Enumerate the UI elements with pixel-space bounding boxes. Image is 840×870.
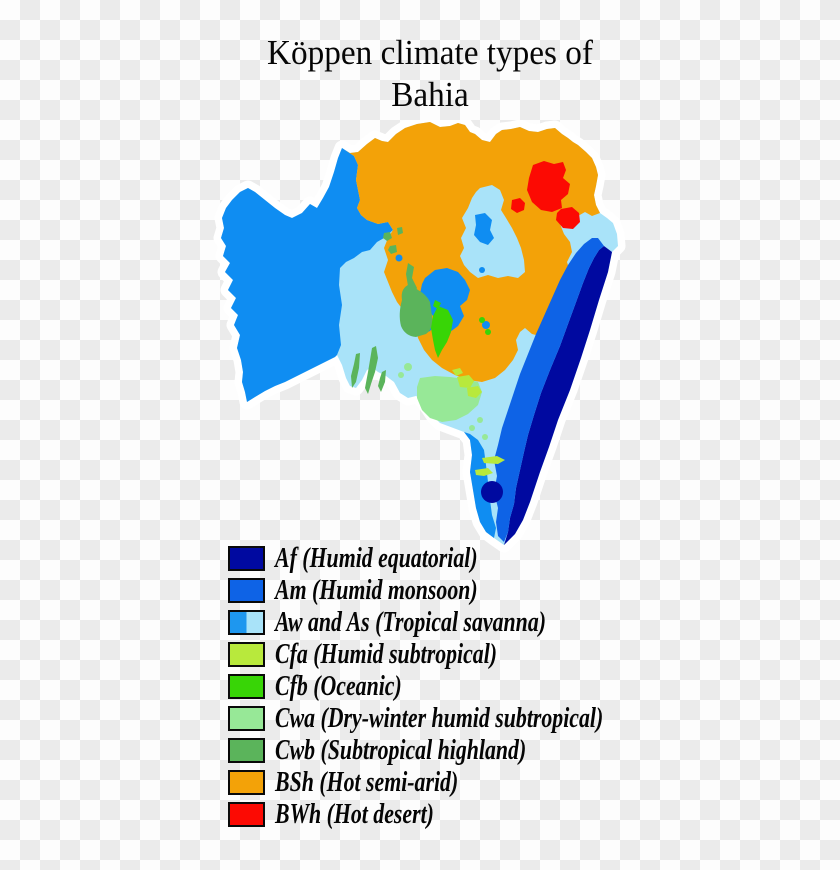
legend-swatch-af [228,546,265,571]
region-cwb-sliver-north [406,263,417,296]
region-cwb-sliver-s3 [378,370,386,392]
map-title: Köppen climate types of Bahia [41,32,820,116]
region-bwh [511,161,580,229]
legend-swatch-bwh [228,802,265,827]
region-am-strip [494,238,604,542]
region-cwb [351,227,433,394]
legend-swatch-cfa [228,642,265,667]
legend-swatch-cfb [228,674,265,699]
region-cfb-dot-2 [485,329,491,335]
region-aw-dot-4 [482,321,490,329]
legend: Af (Humid equatorial) Am (Humid monsoon)… [228,543,696,834]
region-bwh-main [527,161,570,212]
region-cfa-peninsula [475,456,505,476]
legend-label-cwb: Cwb (Subtropical highland) [275,735,527,766]
legend-item-am: Am (Humid monsoon) [228,575,696,606]
legend-item-af: Af (Humid equatorial) [228,543,696,574]
legend-item-bwh: BWh (Hot desert) [228,799,696,830]
legend-item-cwa: Cwa (Dry-winter humid subtropical) [228,703,696,734]
bahia-climate-map [213,120,626,553]
region-cwb-main [399,284,433,337]
region-cfa-sliver-2 [475,468,493,476]
legend-swatch-aw-as [228,610,265,635]
legend-label-cfa: Cfa (Humid subtropical) [275,639,498,670]
title-line-1: Köppen climate types of [267,33,593,72]
region-aw-inlet-patch [474,213,494,245]
region-cwa-peninsula-speck [482,434,488,440]
region-bwh-southeast [556,207,580,229]
legend-label-bwh: BWh (Hot desert) [275,799,434,830]
region-cfa-bit-2 [467,386,482,398]
legend-swatch-am [228,578,265,603]
legend-label-cwa: Cwa (Dry-winter humid subtropical) [275,703,604,734]
region-aw-west [221,148,393,402]
region-as-inlet [460,185,525,278]
legend-swatch-cwa [228,706,265,731]
legend-swatch-bsh [228,770,265,795]
legend-item-cfb: Cfb (Oceanic) [228,671,696,702]
region-af-coast [504,246,612,545]
legend-item-cwb: Cwb (Subtropical highland) [228,735,696,766]
region-cwb-sliver-s1 [365,346,378,394]
region-cwb-sliver-s2 [351,353,360,388]
region-af-peninsula-blob [481,481,503,503]
region-cwa-speck-4 [477,417,483,423]
region-cwa-speck-3 [469,425,475,431]
region-cwb-speck-1 [383,232,392,241]
region-cfb-main [431,306,453,358]
region-cfa-bit-1 [457,375,474,388]
region-aw-center-patch [420,268,470,332]
region-cfb-dot-1 [479,317,485,323]
region-cwb-speck-2 [388,245,397,254]
legend-label-af: Af (Humid equatorial) [275,543,478,574]
region-cfa [452,368,482,398]
title-line-2: Bahia [391,75,469,114]
legend-item-aw-as: Aw and As (Tropical savanna) [228,607,696,638]
region-cwa-speck-1 [404,363,412,371]
region-cwb-speck-3 [397,227,403,235]
legend-item-cfa: Cfa (Humid subtropical) [228,639,696,670]
region-cfb [431,300,491,358]
legend-label-aw-as: Aw and As (Tropical savanna) [275,607,547,638]
region-aw-peninsula [464,432,496,538]
region-aw-dot-3 [479,267,485,273]
region-bwh-west [511,198,525,213]
region-cfa-sliver-1 [482,456,505,464]
region-aw-dot-1 [395,254,403,262]
legend-label-cfb: Cfb (Oceanic) [275,671,402,702]
region-cfa-bit-3 [452,368,463,376]
legend-label-am: Am (Humid monsoon) [275,575,478,606]
legend-item-bsh: BSh (Hot semi-arid) [228,767,696,798]
region-cfb-nub [433,300,441,309]
legend-swatch-cwb [228,738,265,763]
legend-label-bsh: BSh (Hot semi-arid) [275,767,459,798]
region-cwa-speck-2 [398,372,404,378]
